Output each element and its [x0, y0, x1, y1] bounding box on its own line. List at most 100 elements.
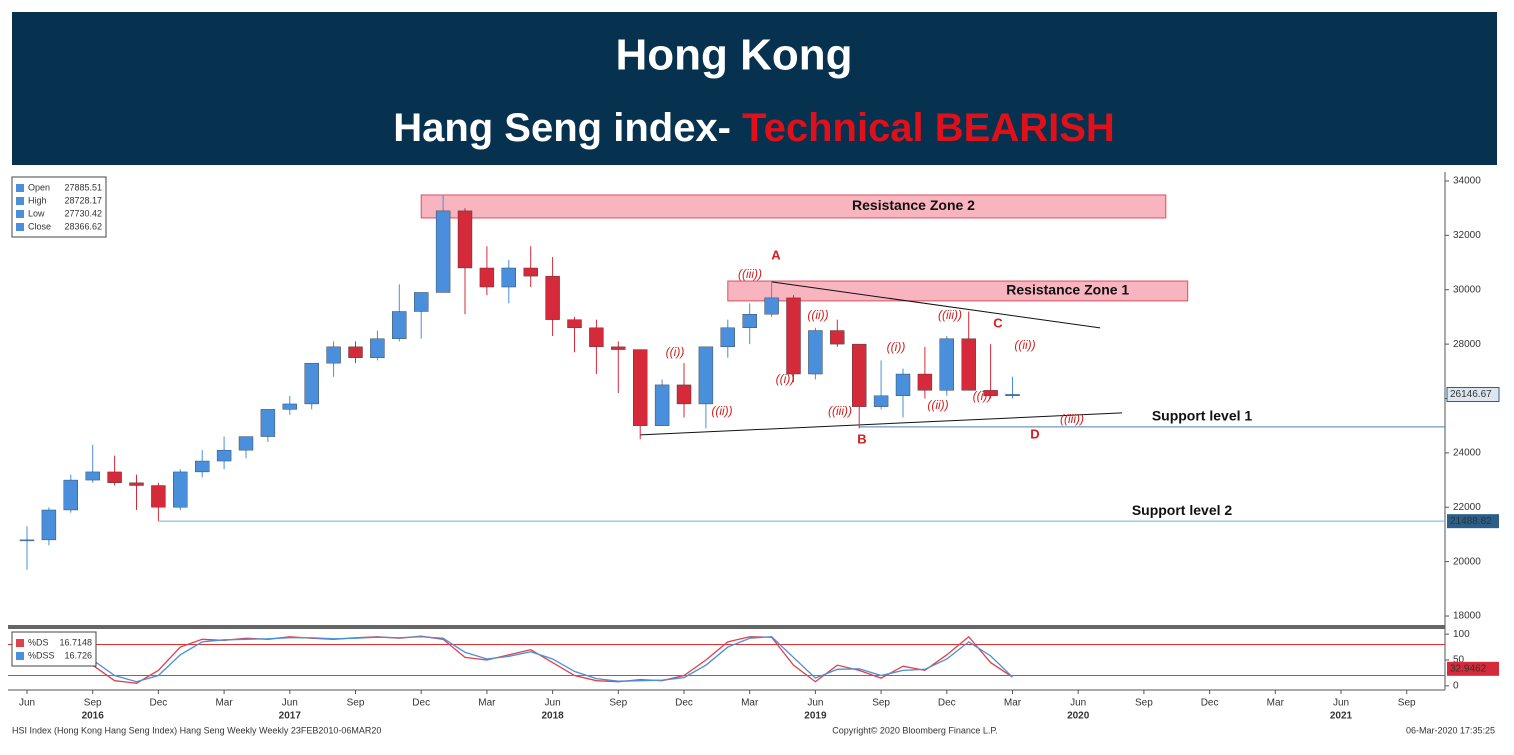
candle-body — [414, 292, 429, 312]
last-value-label: 32.9462 — [1450, 663, 1487, 674]
ohlc-swatch — [16, 184, 24, 192]
x-tick-label: Jun — [1333, 698, 1349, 709]
zone-label: Resistance Zone 2 — [852, 197, 975, 213]
candle-body — [983, 390, 998, 396]
last-price-label: 26146.67 — [1450, 389, 1492, 400]
x-tick-label: Sep — [872, 698, 890, 709]
wave-label: ((i)) — [887, 340, 906, 354]
ohlc-label: Close — [28, 221, 51, 231]
footer-left: HSI Index (Hong Kong Hang Seng Index) Ha… — [12, 725, 381, 735]
candle-body — [63, 479, 78, 511]
candle-body — [961, 338, 976, 391]
x-tick-label: Dec — [150, 698, 168, 709]
year-label: 2019 — [804, 711, 827, 722]
wave-point: D — [1030, 426, 1039, 441]
ohlc-value: 27885.51 — [64, 182, 102, 192]
year-label: 2017 — [279, 711, 302, 722]
ohlc-swatch — [16, 223, 24, 231]
candle-body — [19, 539, 35, 542]
candle-body — [326, 346, 341, 364]
year-label: 2020 — [1067, 711, 1090, 722]
y-tick-label: 24000 — [1453, 448, 1481, 459]
candle-body — [523, 267, 538, 277]
x-tick-label: Sep — [347, 698, 365, 709]
ohlc-label: Open — [28, 182, 50, 192]
candle-body — [830, 330, 845, 345]
legend-value: 16.7148 — [59, 637, 92, 647]
candle-body — [457, 210, 473, 269]
wave-point: B — [857, 431, 866, 446]
wave-point: C — [993, 315, 1003, 330]
y-tick-label: 18000 — [1453, 611, 1481, 622]
x-tick-label: Dec — [675, 698, 693, 709]
zone-label: Resistance Zone 1 — [1006, 282, 1129, 298]
footer-right: 06-Mar-2020 17:35:25 — [1406, 725, 1495, 735]
candle-body — [151, 485, 166, 508]
panel-divider — [8, 625, 1445, 629]
x-tick-label: Sep — [1135, 698, 1153, 709]
candle-body — [194, 460, 210, 473]
candle-body — [85, 471, 100, 481]
y-tick-label: 30000 — [1453, 284, 1481, 295]
wave-label: ((ii)) — [711, 404, 732, 418]
x-tick-label: Mar — [1004, 698, 1022, 709]
x-tick-label: Dec — [1201, 698, 1219, 709]
x-tick-label: Jun — [807, 698, 823, 709]
x-tick-label: Jun — [545, 698, 561, 709]
x-tick-label: Jun — [1070, 698, 1086, 709]
x-tick-label: Mar — [741, 698, 759, 709]
candle-body — [742, 314, 757, 329]
candle-body — [808, 330, 823, 375]
candle-body — [370, 338, 385, 358]
stoch-line — [26, 635, 1013, 684]
candle-body — [41, 509, 57, 541]
ohlc-label: Low — [28, 208, 45, 218]
ohlc-value: 28728.17 — [64, 195, 102, 205]
y-tick-label: 22000 — [1453, 502, 1481, 513]
ohlc-label: High — [28, 195, 47, 205]
candle-body — [852, 343, 867, 407]
year-label: 2021 — [1330, 711, 1353, 722]
candle-body — [589, 327, 604, 348]
wave-label: ((i)) — [973, 389, 992, 403]
ohlc-swatch — [16, 197, 24, 205]
candle-body — [545, 275, 560, 320]
wave-label: ((ii)) — [807, 308, 828, 322]
wave-label: ((iii)) — [738, 267, 762, 281]
wave-label: ((iii)) — [828, 404, 852, 418]
y-tick-label: 34000 — [1453, 176, 1481, 187]
candle-body — [238, 436, 254, 451]
y-tick-label: 32000 — [1453, 230, 1481, 241]
candle-body — [917, 373, 933, 391]
candle-body — [764, 297, 779, 315]
resistance-zone — [420, 194, 1167, 219]
x-tick-label: Mar — [478, 698, 496, 709]
wave-point: A — [771, 247, 781, 262]
header-banner — [12, 12, 1497, 165]
candle-body — [1005, 394, 1020, 396]
candle-body — [348, 346, 363, 358]
footer-center: Copyright© 2020 Bloomberg Finance L.P. — [832, 725, 998, 735]
candle-body — [611, 346, 626, 350]
y2-tick-label: 0 — [1453, 681, 1459, 692]
wave-label: ((i)) — [776, 372, 795, 386]
x-tick-label: Dec — [938, 698, 956, 709]
legend-swatch — [16, 639, 24, 647]
candle-body — [895, 373, 911, 396]
candle-body — [698, 346, 714, 405]
legend-swatch — [16, 652, 24, 660]
legend-name: %DSS — [28, 650, 55, 660]
y-tick-label: 28000 — [1453, 339, 1481, 350]
y2-tick-label: 100 — [1453, 629, 1470, 640]
candle-body — [720, 327, 735, 348]
subtitle: Hang Seng index- Technical BEARISH — [393, 106, 1115, 150]
legend-name: %DS — [28, 637, 49, 647]
last-price-tag — [1446, 387, 1500, 403]
x-tick-label: Sep — [1398, 698, 1416, 709]
year-label: 2018 — [541, 711, 564, 722]
candle-body — [479, 267, 495, 288]
candle-body — [654, 384, 670, 426]
stoch-line — [26, 636, 1013, 683]
candle-body — [216, 449, 232, 462]
wave-label: ((i)) — [666, 345, 685, 359]
